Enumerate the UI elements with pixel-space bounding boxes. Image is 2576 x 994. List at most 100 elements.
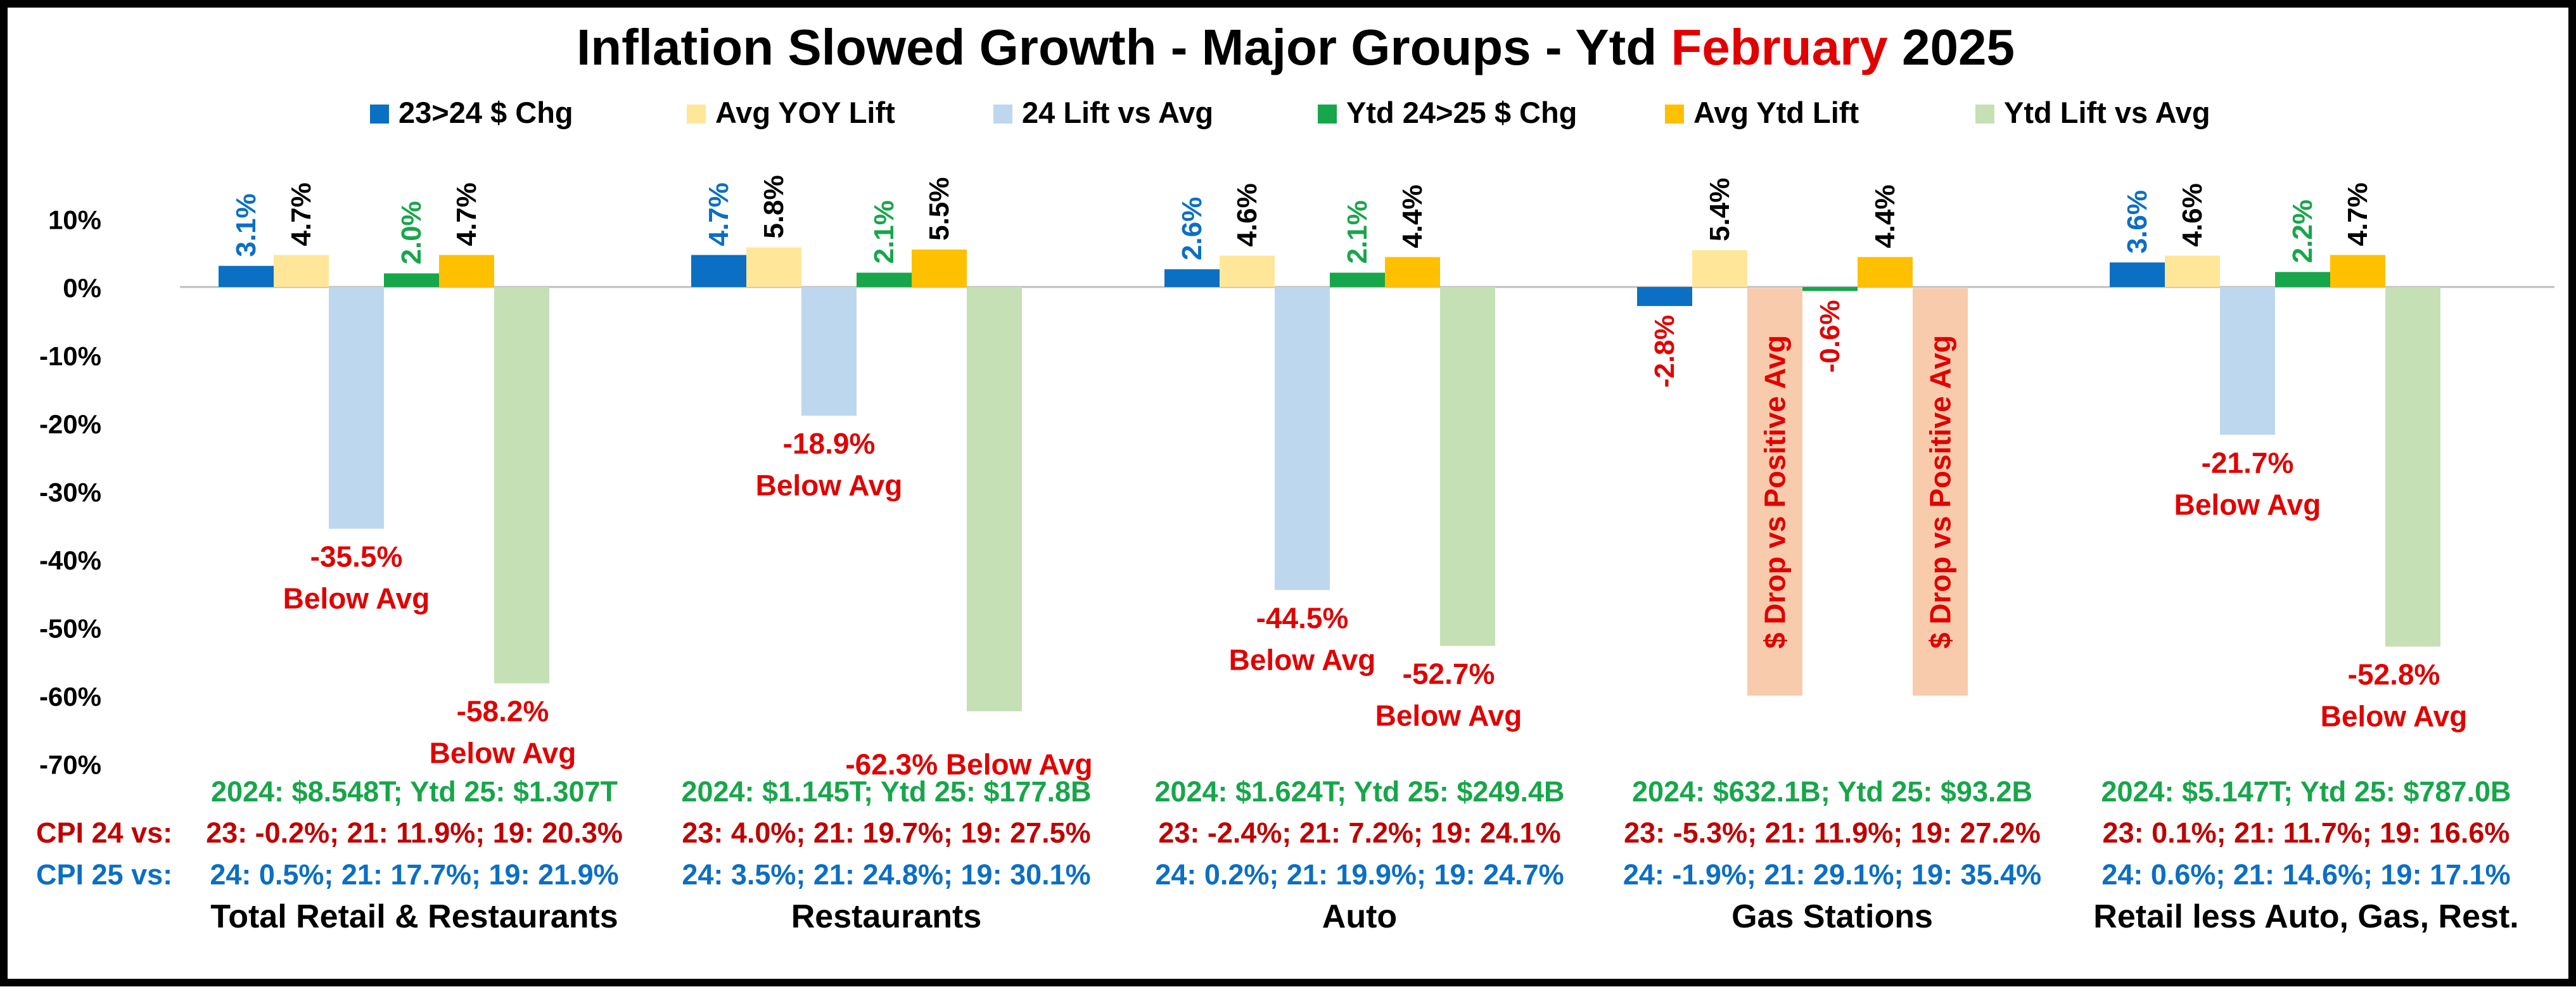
bar [2385,287,2440,647]
bar [439,255,494,287]
annotation-label: $ Drop vs Positive Avg [1759,335,1792,649]
bar [329,287,384,529]
chart-title-part-2: 2025 [1888,19,2015,75]
group-totals: 2024: $5.147T; Ytd 25: $787.0B [2101,775,2511,808]
bar [1440,287,1495,646]
bar [801,287,857,416]
y-tick-label: -10% [39,341,101,371]
y-tick-label: -30% [39,478,101,507]
data-label: -52.7% [1403,658,1495,691]
data-label: Below Avg [2321,700,2468,733]
group-cpi24: 23: 0.1%; 21: 11.7%; 19: 16.6% [2103,817,2510,849]
data-label: 4.4% [1397,184,1428,248]
category-label: Gas Stations [1731,898,1933,935]
group-cpi24: 23: 4.0%; 21: 19.7%; 19: 27.5% [682,817,1090,849]
bar [1385,257,1440,287]
chart-title: Inflation Slowed Growth - Major Groups -… [577,19,2015,75]
data-label: 4.7% [703,182,734,246]
data-label: 4.7% [451,182,482,246]
data-label: Below Avg [756,469,903,502]
bar [912,249,967,287]
data-label: -44.5% [1256,601,1349,634]
category-label: Restaurants [791,898,982,935]
group-totals: 2024: $8.548T; Ytd 25: $1.307T [211,775,618,808]
data-label: -58.2% [457,695,549,728]
bar [274,255,329,287]
data-label: Below Avg [2174,488,2321,521]
group-cpi25: 24: 0.5%; 21: 17.7%; 19: 21.9% [210,858,618,891]
legend-label-4: Avg Ytd Lift [1693,96,1859,129]
row-label-cpi25: CPI 25 vs: [36,858,172,891]
group-cpi25: 24: -1.9%; 21: 29.1%; 19: 35.4% [1623,858,2041,891]
data-label: -62.3% Below Avg [845,748,1092,781]
bar [2110,262,2165,287]
y-tick-label: -70% [39,750,101,780]
data-label: Below Avg [1229,643,1376,676]
group-totals: 2024: $632.1B; Ytd 25: $93.2B [1632,775,2032,808]
chart-title-part-1: February [1671,19,1888,75]
data-label: 2.0% [396,201,427,264]
legend-swatch-4 [1665,105,1684,124]
bar [1275,287,1330,590]
legend-swatch-1 [687,105,706,124]
chart-svg: Inflation Slowed Growth - Major Groups -… [36,19,2554,935]
y-tick-label: -40% [39,545,101,575]
data-label: 4.6% [2177,183,2208,246]
data-label: Below Avg [430,737,577,770]
row-label-cpi24: CPI 24 vs: [36,817,172,849]
legend-swatch-3 [1318,105,1337,124]
y-tick-label: -20% [39,409,101,439]
data-label: -0.6% [1814,300,1846,373]
legend-label-1: Avg YOY Lift [715,96,895,129]
data-label: 5.5% [924,177,955,241]
y-tick-label: -50% [39,614,101,644]
bar [2330,255,2385,287]
data-label: 4.6% [1232,183,1263,246]
bar [494,287,549,684]
bar [2275,272,2330,287]
category-label: Retail less Auto, Gas, Rest. [2093,898,2518,935]
group-totals: 2024: $1.624T; Ytd 25: $249.4B [1154,775,1564,808]
bar [1858,257,1913,287]
category-label: Auto [1322,898,1397,935]
bar [2165,255,2220,287]
data-label: 2.1% [1342,200,1373,264]
group-cpi25: 24: 0.2%; 21: 19.9%; 19: 24.7% [1155,858,1564,891]
y-tick-label: -60% [39,682,101,711]
data-label: 2.6% [1176,197,1208,260]
annotation-box [1747,288,1802,696]
annotation-label: $ Drop vs Positive Avg [1924,335,1957,649]
bar [1330,272,1385,287]
data-label: 4.4% [1870,184,1901,248]
data-label: 2.1% [869,200,900,264]
y-tick-label: 0% [63,273,101,303]
bar [857,272,912,287]
group-cpi24: 23: -2.4%; 21: 7.2%; 19: 24.1% [1158,817,1560,849]
legend-swatch-2 [993,105,1012,124]
bar [1164,269,1220,287]
group-cpi24: 23: -5.3%; 21: 11.9%; 19: 27.2% [1624,817,2041,849]
annotation-box [1913,288,1968,696]
data-label: 4.7% [286,182,317,246]
group-totals: 2024: $1.145T; Ytd 25: $177.8B [681,775,1091,808]
data-label: 4.7% [2342,182,2373,246]
y-tick-label: 10% [48,205,101,235]
bar [1802,287,1858,291]
legend-label-3: Ytd 24>25 $ Chg [1346,96,1577,129]
bar [1220,255,1275,287]
data-label: -18.9% [783,427,876,460]
bar [1637,287,1692,307]
group-cpi24: 23: -0.2%; 21: 11.9%; 19: 20.3% [206,817,623,849]
data-label: -21.7% [2202,446,2294,479]
data-label: -2.8% [1649,315,1680,388]
bar [691,255,746,287]
data-label: 3.1% [231,193,262,257]
data-label: 5.4% [1704,178,1735,241]
legend-label-0: 23>24 $ Chg [399,96,573,129]
data-label: 3.6% [2122,190,2153,253]
bar [2220,287,2275,435]
chart-title-part-0: Inflation Slowed Growth - Major Groups -… [577,19,1671,75]
bar [384,273,439,287]
bar [219,265,274,287]
